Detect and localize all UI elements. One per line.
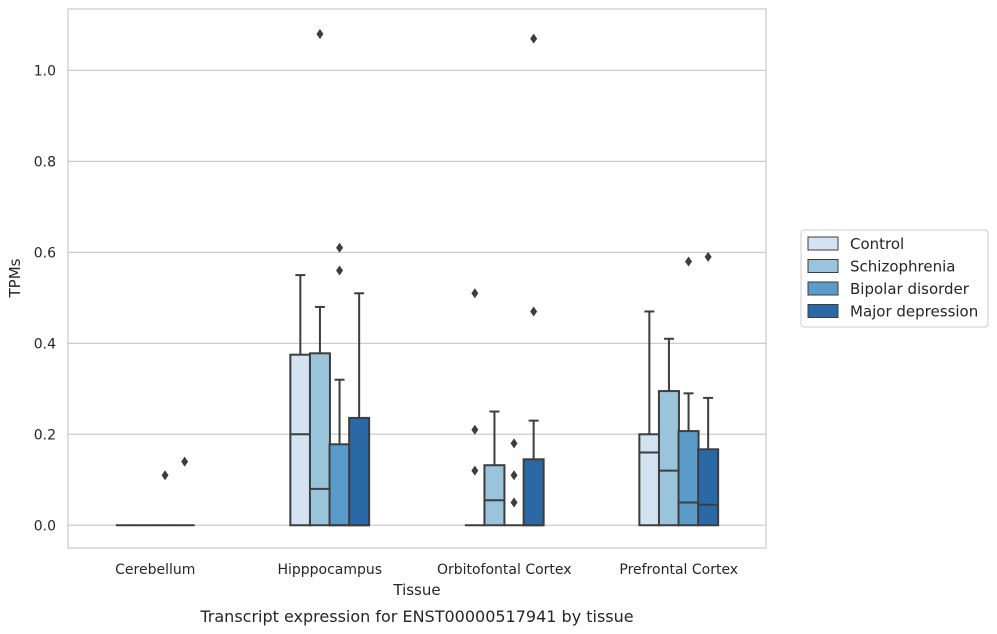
legend-frame [800,229,989,328]
box [155,470,176,527]
box [308,29,331,527]
y-tick-label: 0.2 [34,427,56,443]
outlier-point [336,265,344,276]
x-tick-labels: Cerebellum Hipppocampus Orbitofontal Corte… [115,562,738,578]
outlier-point [530,306,538,317]
box-body [697,448,720,527]
box-body [289,353,312,527]
box-series [115,29,720,527]
legend: Control Schizophrenia Bipolar disorder Majo… [800,229,989,328]
y-tick-label: 0.0 [34,518,56,534]
y-tick-label: 0.6 [34,245,56,261]
box [464,288,485,527]
legend-swatch-major-depression [807,304,839,318]
box-body [657,390,680,527]
legend-label-schizophrenia: Schizophrenia [850,258,955,276]
plot-area-frame [67,8,767,549]
box [328,242,351,527]
outlier-point [336,242,344,253]
series-control [115,274,661,527]
legend-swatch-control [807,236,839,251]
series-major-depression [174,33,720,527]
box [289,274,312,527]
x-tick-label: Prefrontal Cortex [619,562,738,578]
box [697,251,720,527]
legend-label-control: Control [850,235,904,253]
legend-label-major-depression: Major depression [850,303,978,321]
box-body [638,433,661,527]
outlier-point [471,465,479,476]
box-body [328,443,351,527]
box-body [483,464,506,527]
legend-swatch-bipolar-disorder [807,281,839,296]
x-axis-label: Tissue [392,581,440,599]
outlier-point [161,470,169,481]
y-axis-label: TPMs [6,258,24,298]
box-body [677,430,700,527]
outlier-point [530,33,538,44]
series-schizophrenia [135,29,680,527]
figure-caption: Transcript expression for ENST0000051794… [199,607,633,626]
outlier-point [510,438,518,449]
legend-swatch-schizophrenia [807,259,839,273]
box-body [522,458,545,527]
x-tick-label: Hipppocampus [277,562,382,578]
box [522,33,545,527]
box-body [308,352,331,527]
legend-items: Control Schizophrenia Bipolar disorder Majo… [807,235,978,321]
outlier-point [510,497,518,508]
x-tick-label: Orbitofontal Cortex [437,562,572,578]
box [657,337,680,527]
box-body [348,416,371,527]
outlier-point [510,470,518,481]
box [483,410,506,527]
outlier-point [685,256,693,267]
outlier-point [704,251,712,262]
y-tick-label: 0.8 [34,154,56,170]
outlier-point [181,456,189,467]
box [348,292,371,527]
legend-label-bipolar-disorder: Bipolar disorder [850,280,970,298]
series-bipolar-disorder [155,242,700,527]
outlier-point [471,288,479,299]
y-tick-labels: 0.0 0.2 0.4 0.6 0.8 1.0 [34,63,56,534]
x-tick-label: Cerebellum [115,562,195,578]
box [174,456,195,527]
y-tick-label: 1.0 [34,63,56,79]
box [504,438,525,527]
box [677,256,700,527]
y-tick-label: 0.4 [34,336,56,352]
outlier-point [471,424,479,435]
outlier-point [316,29,324,40]
